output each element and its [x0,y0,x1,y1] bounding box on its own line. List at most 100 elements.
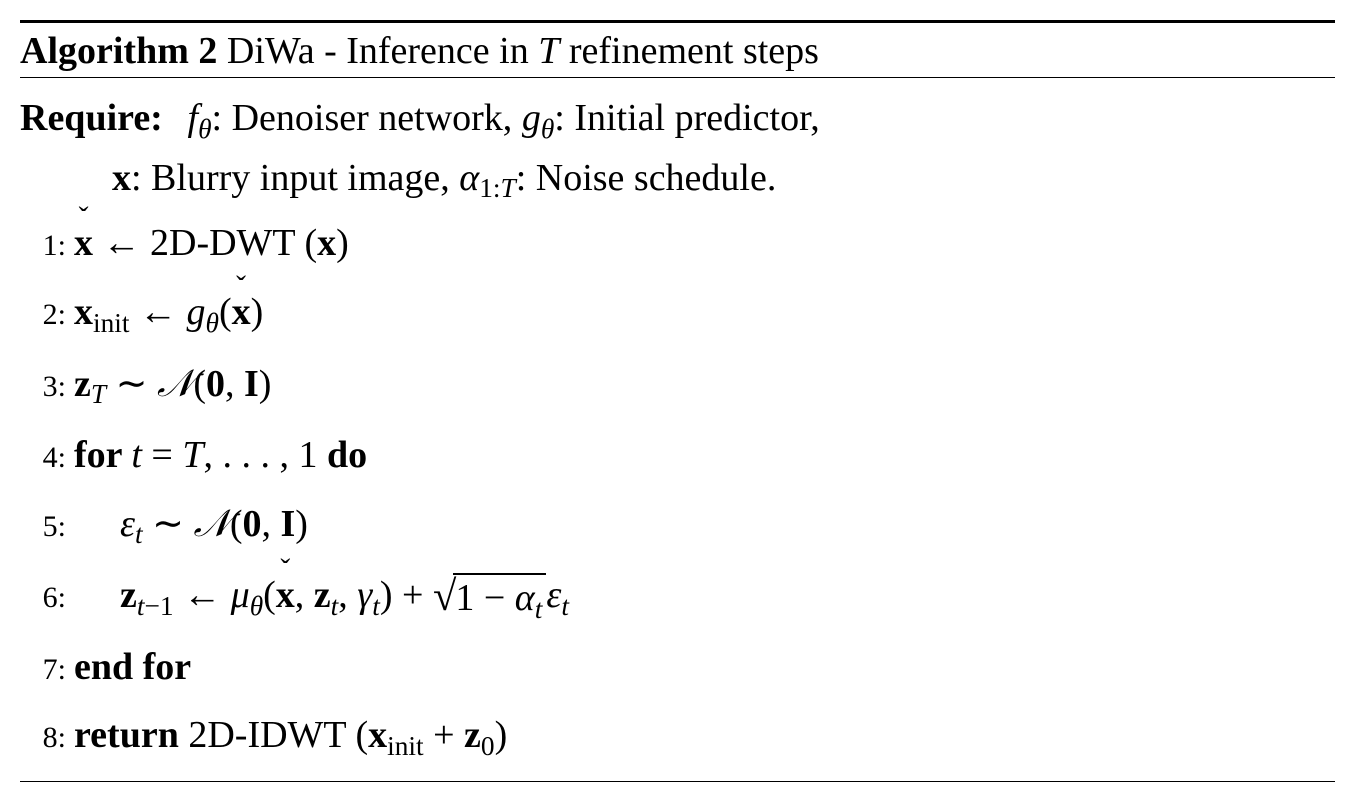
plus: + [424,714,464,756]
identity: I [244,363,259,405]
eps-t: t [135,519,143,549]
zero-vec: 0 [206,363,225,405]
x-check: ˇx [74,213,93,274]
comma2: , [338,574,357,616]
x-check: ˇx [232,282,251,343]
sim: ∼ [106,363,157,405]
eps: ε [546,574,561,616]
comma1: , [295,574,314,616]
step-2: 2: xinit ← gθ(ˇx) [20,278,1335,349]
g: g [186,291,205,333]
require-line-2: x: Blurry input image, α1:T: Noise sched… [20,150,1335,210]
t-var: t [131,434,142,476]
step-content: ˇx ← 2D-DWT (x) [74,213,1335,274]
require-x: x [112,157,131,199]
open-paren: ( [230,503,243,545]
one: 1 [298,434,317,476]
require-line-1: Require: fθ: Denoiser network, gθ: Initi… [20,88,1335,150]
close-paren: ) [295,503,308,545]
step-content: for t = T, . . . , 1 do [74,425,1335,486]
open-paren: ( [346,714,368,756]
require-f-sub: θ [198,114,211,144]
z: z [74,363,91,405]
dots: , . . . , [203,434,298,476]
require-alpha: α [459,157,479,199]
step-num: 2: [20,291,74,339]
arrow: ← [129,291,186,333]
comma: , [262,503,281,545]
gamma-sub: t [372,591,380,621]
sim: ∼ [143,503,194,545]
arrow: ← [174,574,231,616]
step-content: εt ∼ 𝒩(0, I) [74,494,1335,557]
close-paren: ) [251,291,264,333]
step-1: 1: ˇx ← 2D-DWT (x) [20,209,1335,278]
z: z [464,714,481,756]
step-num: 7: [20,646,74,694]
sqrt: √1 − αt [433,573,546,625]
require-g-sub: θ [541,114,554,144]
close-paren: ) [495,714,508,756]
open-paren: ( [219,291,232,333]
z: z [120,574,137,616]
open-paren: ( [193,363,206,405]
step-num: 1: [20,222,74,270]
g-sub: θ [205,308,218,338]
open-paren: ( [263,574,276,616]
bottom-rule [20,781,1335,782]
step-5: 5: εt ∼ 𝒩(0, I) [20,490,1335,561]
step-content: zT ∼ 𝒩(0, I) [74,354,1335,417]
dwt-arg: x [317,222,336,264]
require-alpha-desc: : Noise schedule. [516,157,777,199]
zt: z [314,574,331,616]
comma: , [225,363,244,405]
algo-title-var-T: T [538,30,559,72]
close-paren: ) [336,222,349,264]
close-paren: ) [380,574,393,616]
require-x-desc: : Blurry input image, [131,157,459,199]
step-6: 6: zt−1 ← μθ(ˇx, zt, γt) + √1 − αtεt [20,561,1335,632]
algorithm-block: Algorithm 2 DiWa - Inference in T refine… [20,20,1335,782]
eps-sub: t [561,591,569,621]
z-zero: 0 [481,731,495,761]
algo-name-text: DiWa - Inference in [227,30,538,72]
require-g: g [522,97,541,139]
normal-dist: 𝒩 [193,503,229,545]
step-num: 4: [20,434,74,482]
require-f: f [188,97,199,139]
algorithm-title: Algorithm 2 DiWa - Inference in T refine… [20,23,1335,77]
plus: + [393,574,433,616]
arrow: ← [93,222,150,264]
for-kw: for [74,434,131,476]
require-f-desc: : Denoiser network, [212,97,522,139]
require-alpha-sub: 1:T [479,173,516,203]
x-check: ˇx [276,565,295,626]
x-init: x [368,714,387,756]
step-content: end for [74,637,1335,698]
normal-dist: 𝒩 [157,363,193,405]
step-num: 5: [20,503,74,551]
step-num: 6: [20,574,74,622]
zero-vec: 0 [243,503,262,545]
mu-sub: θ [250,591,263,621]
z-T: T [91,379,106,409]
zt-sub: t [331,591,339,621]
step-content: zt−1 ← μθ(ˇx, zt, γt) + √1 − αtεt [74,565,1335,628]
close-paren: ) [259,363,272,405]
endfor-kw: end for [74,646,191,688]
step-3: 3: zT ∼ 𝒩(0, I) [20,350,1335,421]
gamma: γ [357,574,372,616]
return-kw: return [74,714,188,756]
step-content: xinit ← gθ(ˇx) [74,282,1335,345]
eps: ε [120,503,135,545]
z-tm1: t−1 [137,591,174,621]
require-g-desc: : Initial predictor, [554,97,819,139]
step-num: 8: [20,714,74,762]
eq: = [142,434,182,476]
init-sub: init [387,731,423,761]
init-sub: init [93,308,129,338]
T-var: T [182,434,203,476]
step-4: 4: for t = T, . . . , 1 do [20,421,1335,490]
x-init: x [74,291,93,333]
mu: μ [231,574,250,616]
